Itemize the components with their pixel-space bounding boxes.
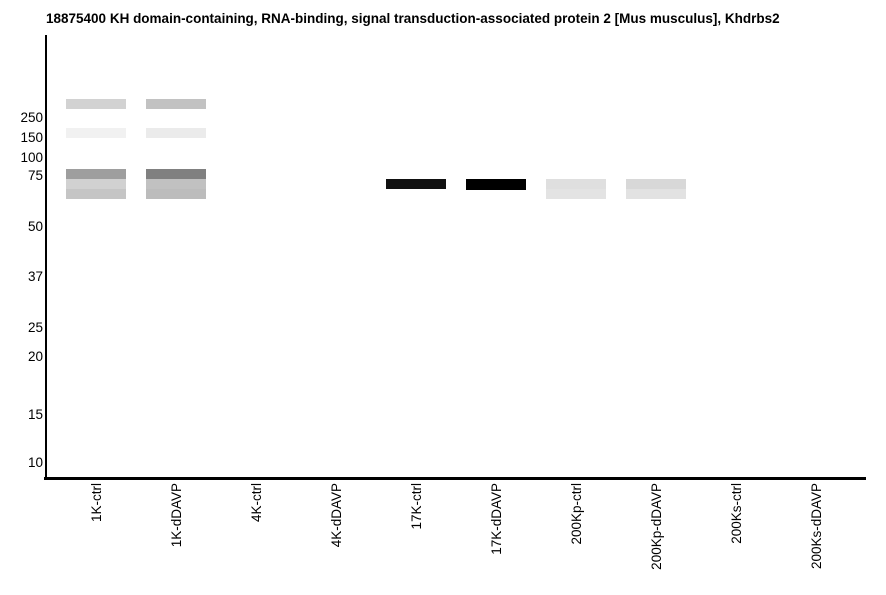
- gel-band: [626, 179, 686, 189]
- y-axis-tick-label: 250: [20, 110, 43, 125]
- y-axis-tick-label: 100: [20, 150, 43, 165]
- gel-band: [66, 128, 126, 138]
- gel-band: [146, 128, 206, 138]
- gel-band: [386, 179, 446, 189]
- x-axis-lane-label: 4K-dDAVP: [329, 483, 344, 548]
- x-axis-lane-label: 1K-ctrl: [89, 483, 104, 523]
- y-axis-tick-label: 10: [27, 455, 43, 470]
- gel-band: [146, 169, 206, 179]
- x-axis-lane-label: 200Kp-dDAVP: [649, 483, 664, 570]
- y-axis-tick-label: 25: [27, 320, 43, 335]
- gel-band: [66, 99, 126, 109]
- y-axis-tick-label: 150: [20, 130, 43, 145]
- x-axis-lane-label: 200Kp-ctrl: [569, 483, 584, 545]
- x-axis-lane-label: 17K-ctrl: [409, 483, 424, 530]
- gel-band: [626, 189, 686, 199]
- y-axis-tick-label: 75: [27, 168, 43, 183]
- x-axis-lane-label: 4K-ctrl: [249, 483, 264, 523]
- x-axis-line: [44, 477, 866, 480]
- figure-title: 18875400 KH domain-containing, RNA-bindi…: [46, 11, 780, 26]
- gel-band: [546, 189, 606, 199]
- gel-band: [146, 99, 206, 109]
- x-axis-lane-label: 200Ks-dDAVP: [809, 483, 824, 570]
- gel-band: [66, 179, 126, 189]
- x-axis-lane-label: 17K-dDAVP: [489, 483, 504, 555]
- gel-band: [66, 169, 126, 179]
- x-axis-lane-label: 200Ks-ctrl: [729, 483, 744, 544]
- gel-band: [546, 179, 606, 189]
- y-axis-line: [45, 35, 47, 480]
- y-axis-tick-label: 37: [27, 269, 43, 284]
- gel-band: [66, 189, 126, 199]
- gel-band: [146, 189, 206, 199]
- y-axis-tick-label: 20: [27, 349, 43, 364]
- gel-band: [466, 179, 526, 190]
- y-axis-tick-label: 15: [27, 407, 43, 422]
- gel-band: [146, 179, 206, 189]
- y-axis-tick-label: 50: [27, 219, 43, 234]
- x-axis-lane-label: 1K-dDAVP: [169, 483, 184, 548]
